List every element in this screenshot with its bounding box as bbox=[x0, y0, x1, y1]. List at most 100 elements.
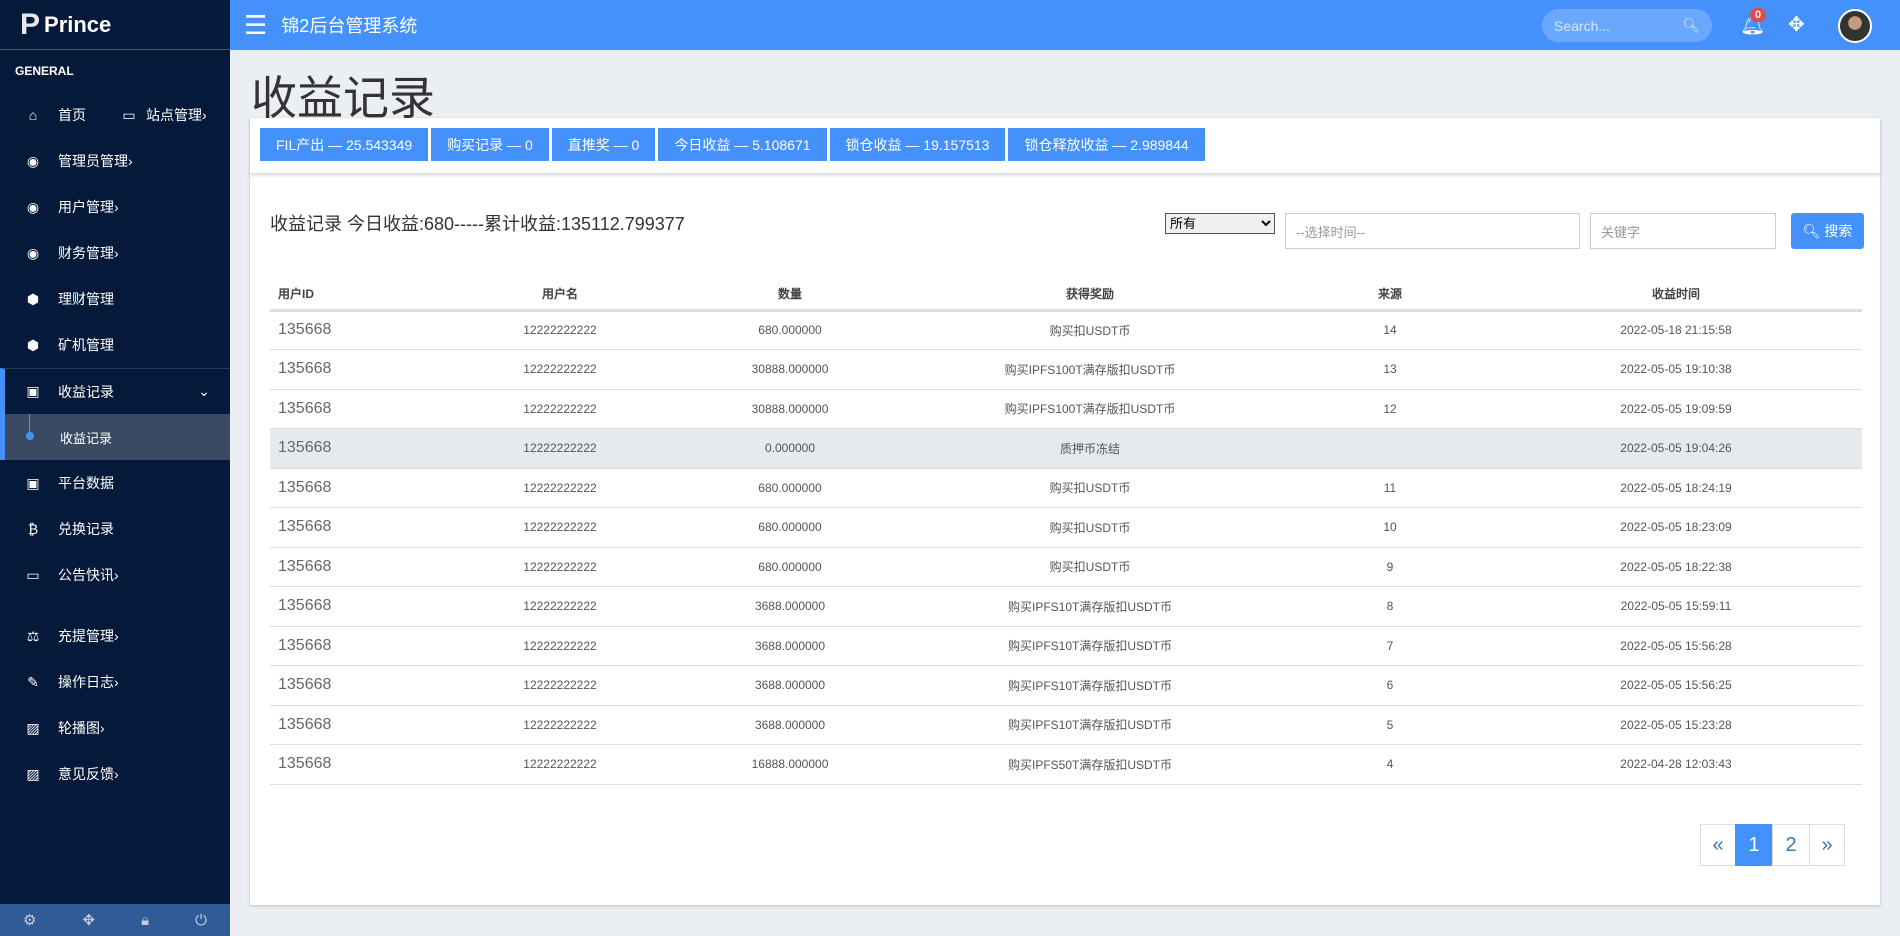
fullscreen-icon[interactable]: ✥ bbox=[82, 912, 96, 929]
table-row[interactable]: 135668 12222222222 30888.000000 购买IPFS100T满… bbox=[270, 389, 1862, 429]
table-cell: 3688.000000 bbox=[690, 586, 890, 627]
table-cell: 135668 bbox=[270, 310, 430, 350]
sidebar-item[interactable]: ▨ 意见反馈 › bbox=[0, 751, 230, 797]
table-row[interactable]: 135668 12222222222 3688.000000 购买IPFS10T满存版… bbox=[270, 626, 1862, 666]
search-button[interactable]: 🔍︎ 搜索 bbox=[1791, 213, 1864, 249]
table-cell: 12 bbox=[1290, 389, 1490, 429]
logo[interactable]: P Prince bbox=[0, 0, 230, 50]
chevron-right-icon: › bbox=[114, 567, 119, 583]
table-cell: 0.000000 bbox=[690, 428, 890, 469]
sidebar-item[interactable]: ⬢ 理财管理 bbox=[0, 276, 230, 322]
lock-icon[interactable]: 🔒︎ bbox=[141, 911, 150, 929]
user-circle-icon: ◉ bbox=[26, 198, 40, 215]
table-cell: 2022-05-05 15:56:28 bbox=[1490, 626, 1862, 666]
table-cell: 12222222222 bbox=[430, 507, 690, 548]
table-row[interactable]: 135668 12222222222 680.000000 购买扣USDT币 10 202… bbox=[270, 507, 1862, 548]
date-input[interactable]: --选择时间-- bbox=[1285, 213, 1580, 249]
bullet-icon bbox=[26, 432, 34, 440]
table-row[interactable]: 135668 12222222222 680.000000 购买扣USDT币 14 202… bbox=[270, 310, 1862, 350]
sidebar-item[interactable]: ₿ 兑换记录 bbox=[0, 506, 230, 552]
table-cell: 4 bbox=[1290, 744, 1490, 785]
user-circle-icon: ◉ bbox=[26, 152, 40, 169]
sidebar-item[interactable]: ⚖ 充提管理 › bbox=[0, 613, 230, 659]
next-page-button[interactable]: » bbox=[1809, 824, 1845, 866]
table-cell: 12222222222 bbox=[430, 310, 690, 350]
search-icon[interactable]: 🔍︎ bbox=[1682, 17, 1700, 33]
table-cell: 购买扣USDT币 bbox=[890, 468, 1290, 508]
table-cell: 2022-05-05 15:23:28 bbox=[1490, 705, 1862, 745]
table-cell: 2022-05-05 19:10:38 bbox=[1490, 349, 1862, 390]
sidebar-item[interactable]: ▭ 公告快讯 › bbox=[0, 552, 230, 598]
table-cell: 购买扣USDT币 bbox=[890, 310, 1290, 350]
table-row[interactable]: 135668 12222222222 3688.000000 购买IPFS10T满存版… bbox=[270, 705, 1862, 745]
sidebar-item[interactable]: ◉ 财务管理 › bbox=[0, 230, 230, 276]
menu-toggle-icon[interactable]: ☰ bbox=[244, 9, 268, 40]
sidebar-item[interactable]: ▣ 平台数据 bbox=[0, 460, 230, 506]
table-cell: 2022-04-28 12:03:43 bbox=[1490, 744, 1862, 785]
sidebar-subitem-earnings[interactable]: 收益记录 bbox=[0, 414, 230, 460]
settings-icon[interactable]: ⚙ bbox=[23, 912, 37, 929]
chevron-right-icon: › bbox=[114, 199, 119, 215]
page-button[interactable]: 1 bbox=[1735, 824, 1773, 866]
table-cell: 30888.000000 bbox=[690, 349, 890, 390]
edit-icon: ✎ bbox=[27, 673, 39, 690]
table-cell: 2022-05-05 18:24:19 bbox=[1490, 468, 1862, 508]
sidebar-item-earnings[interactable]: ▣ 收益记录 ⌄ bbox=[0, 368, 230, 414]
keyword-input[interactable]: 关键字 bbox=[1590, 213, 1776, 249]
column-header: 来源 bbox=[1290, 278, 1490, 312]
sidebar-item[interactable]: ▨ 轮播图 › bbox=[0, 705, 230, 751]
table-cell: 购买IPFS10T满存版扣USDT币 bbox=[890, 626, 1290, 666]
table-row[interactable]: 135668 12222222222 16888.000000 购买IPFS50T满存… bbox=[270, 744, 1862, 785]
table-row[interactable]: 135668 12222222222 680.000000 购买扣USDT币 9 2022… bbox=[270, 547, 1862, 587]
sidebar-item[interactable]: ✎ 操作日志 › bbox=[0, 659, 230, 705]
search-icon: 🔍︎ bbox=[1802, 222, 1821, 239]
table-row[interactable]: 135668 12222222222 3688.000000 购买IPFS10T满存版… bbox=[270, 665, 1862, 706]
stat-button[interactable]: 锁仓释放收益 — 2.989844 bbox=[1008, 128, 1205, 161]
table-row[interactable]: 135668 12222222222 3688.000000 购买IPFS10T满存版… bbox=[270, 586, 1862, 627]
column-header: 数量 bbox=[690, 278, 890, 312]
sidebar-item-home[interactable]: ⌂ 首页 bbox=[20, 105, 86, 125]
stat-button[interactable]: FIL产出 — 25.543349 bbox=[260, 128, 429, 161]
stat-button[interactable]: 锁仓收益 — 19.157513 bbox=[829, 128, 1006, 161]
table-cell: 10 bbox=[1290, 507, 1490, 548]
table-cell: 2022-05-05 15:59:11 bbox=[1490, 586, 1862, 627]
page-button[interactable]: 2 bbox=[1772, 824, 1810, 866]
fullscreen-icon[interactable]: ✥ bbox=[1788, 14, 1805, 36]
filter-bar: 所有 --选择时间-- 关键字 🔍︎ 搜索 bbox=[1165, 213, 1864, 249]
sidebar-item-site[interactable]: ▭ 站点管理› bbox=[116, 105, 206, 125]
column-header: 用户ID bbox=[270, 278, 430, 312]
sidebar-item[interactable]: ⬢ 矿机管理 bbox=[0, 322, 230, 368]
table-cell: 12222222222 bbox=[430, 744, 690, 785]
sidebar-item[interactable]: ◉ 用户管理 › bbox=[0, 184, 230, 230]
earnings-table: 用户ID 用户名 数量 获得奖励 来源 收益时间 135668 12222222222 680… bbox=[270, 278, 1862, 785]
table-cell: 质押币冻结 bbox=[890, 428, 1290, 469]
prev-page-button[interactable]: « bbox=[1700, 824, 1736, 866]
table-cell: 12222222222 bbox=[430, 547, 690, 587]
sidebar-item[interactable]: ◉ 管理员管理 › bbox=[0, 138, 230, 184]
table-cell: 购买IPFS10T满存版扣USDT币 bbox=[890, 665, 1290, 706]
table-cell: 购买IPFS100T满存版扣USDT币 bbox=[890, 349, 1290, 390]
type-select[interactable]: 所有 bbox=[1165, 213, 1275, 234]
bitcoin-icon: ₿ bbox=[27, 521, 39, 537]
chevron-down-icon: ⌄ bbox=[198, 383, 210, 399]
table-cell: 12222222222 bbox=[430, 389, 690, 429]
balance-scale-icon: ⚖ bbox=[26, 627, 40, 644]
table-row[interactable]: 135668 12222222222 0.000000 质押币冻结 2022-05-05… bbox=[270, 428, 1862, 469]
table-cell: 14 bbox=[1290, 310, 1490, 350]
stat-button[interactable]: 购买记录 — 0 bbox=[431, 128, 549, 161]
table-cell: 16888.000000 bbox=[690, 744, 890, 785]
table-cell: 2022-05-05 19:04:26 bbox=[1490, 428, 1862, 469]
avatar[interactable] bbox=[1838, 9, 1872, 43]
power-icon[interactable]: ⏻ bbox=[195, 911, 207, 929]
table-row[interactable]: 135668 12222222222 680.000000 购买扣USDT币 11 202… bbox=[270, 468, 1862, 508]
stat-button[interactable]: 今日收益 — 5.108671 bbox=[658, 128, 827, 161]
table-cell: 2022-05-05 19:09:59 bbox=[1490, 389, 1862, 429]
search-input[interactable]: Search... 🔍︎ bbox=[1542, 9, 1712, 42]
table-row[interactable]: 135668 12222222222 30888.000000 购买IPFS100T满… bbox=[270, 349, 1862, 390]
table-cell: 购买扣USDT币 bbox=[890, 547, 1290, 587]
stat-button[interactable]: 直推奖 — 0 bbox=[551, 128, 656, 161]
table-cell: 680.000000 bbox=[690, 310, 890, 350]
notification-bell-icon[interactable]: 🔔︎ 0 bbox=[1740, 8, 1767, 36]
table-cell: 5 bbox=[1290, 705, 1490, 745]
table-cell: 135668 bbox=[270, 586, 430, 627]
